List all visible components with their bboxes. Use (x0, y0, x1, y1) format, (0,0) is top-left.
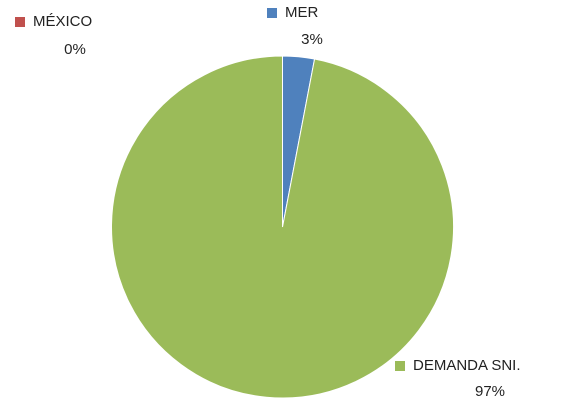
label-swatch (15, 17, 25, 27)
slice-value-label: 0% (64, 41, 86, 58)
slice-value-label: 3% (301, 31, 323, 48)
label-swatch (395, 361, 405, 371)
label-swatch (267, 8, 277, 18)
slice-label: MÉXICO (33, 13, 92, 30)
slice-label: DEMANDA SNI. (413, 357, 521, 374)
slice-value-label: 97% (475, 383, 505, 400)
pie-slice (111, 55, 454, 399)
slice-label: MER (285, 4, 319, 21)
